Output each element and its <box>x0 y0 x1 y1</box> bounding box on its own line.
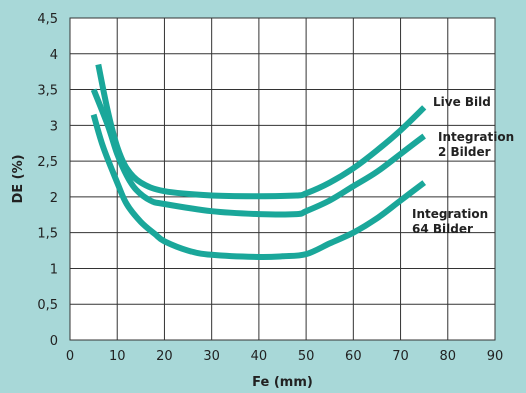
y-tick-label: 4,5 <box>37 12 58 27</box>
x-tick-label: 90 <box>487 349 504 364</box>
y-tick-label: 4 <box>50 48 58 63</box>
series-line <box>90 88 426 218</box>
x-tick-label: 60 <box>345 349 362 364</box>
series-label: Integration <box>412 207 488 221</box>
y-tick-label: 2 <box>50 191 58 206</box>
y-tick-labels: 0 0,5 1 1,5 2 2,5 3 3,5 4 4,5 <box>37 12 58 349</box>
series-line <box>90 113 427 261</box>
series-label: 2 Bilder <box>438 145 491 159</box>
series-label: Live Bild <box>433 95 491 109</box>
x-tick-label: 40 <box>251 349 268 364</box>
x-tick-label: 50 <box>298 349 315 364</box>
y-axis-label: DE (%) <box>11 154 26 203</box>
x-tick-label: 10 <box>109 349 126 364</box>
x-tick-label: 0 <box>66 349 74 364</box>
series-label: 64 Bilder <box>412 222 473 236</box>
y-tick-label: 1 <box>50 262 58 277</box>
y-tick-label: 3 <box>50 119 58 134</box>
series-label: Integration <box>438 130 514 144</box>
y-tick-label: 1,5 <box>37 227 58 242</box>
x-tick-labels: 0 10 20 30 40 50 60 70 80 90 <box>66 349 503 364</box>
x-tick-label: 70 <box>392 349 409 364</box>
y-tick-label: 2,5 <box>37 155 58 170</box>
series-group <box>90 63 427 261</box>
y-tick-label: 0,5 <box>37 298 58 313</box>
grid <box>69 17 496 341</box>
x-axis-label: Fe (mm) <box>252 375 313 390</box>
x-tick-label: 30 <box>203 349 220 364</box>
y-tick-label: 0 <box>50 334 58 349</box>
x-tick-label: 80 <box>440 349 457 364</box>
plot-area <box>69 17 496 341</box>
y-tick-label: 3,5 <box>37 84 58 99</box>
x-tick-label: 20 <box>156 349 173 364</box>
